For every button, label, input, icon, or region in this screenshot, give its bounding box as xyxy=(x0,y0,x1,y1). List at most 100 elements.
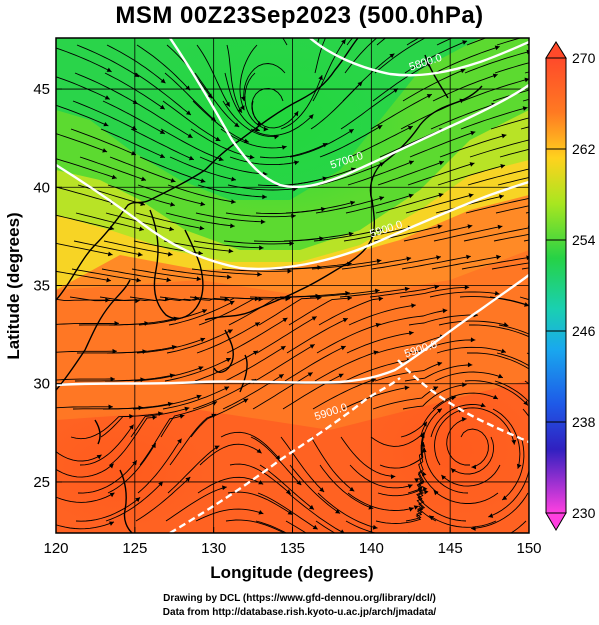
streamline-arrow xyxy=(501,133,507,139)
streamline-arrow xyxy=(539,469,544,474)
streamline-arrow xyxy=(185,477,191,482)
streamline xyxy=(317,162,385,186)
colorbar-min-arrow xyxy=(545,512,567,531)
streamline xyxy=(370,93,433,130)
streamline xyxy=(227,491,293,516)
streamline xyxy=(130,128,195,161)
streamline xyxy=(316,323,381,354)
streamline-arrow xyxy=(340,529,345,533)
streamline xyxy=(488,468,529,518)
colorbar-max-arrow xyxy=(545,41,567,59)
streamline xyxy=(107,345,177,354)
streamline-arrow xyxy=(470,337,476,343)
streamline xyxy=(225,212,296,218)
streamline xyxy=(254,344,315,382)
streamline-arrow xyxy=(516,463,522,469)
streamline-arrow xyxy=(350,200,355,206)
streamline xyxy=(168,300,235,326)
streamline-arrow xyxy=(587,257,592,262)
streamline xyxy=(74,72,138,105)
streamline-arrow xyxy=(496,254,501,260)
streamline-arrow xyxy=(503,322,509,327)
streamline-arrow xyxy=(390,474,396,480)
streamline xyxy=(466,352,529,370)
streamline xyxy=(345,520,414,533)
streamline-arrow xyxy=(312,524,318,530)
streamline xyxy=(130,407,190,438)
streamline xyxy=(136,337,206,354)
streamline xyxy=(372,386,439,410)
streamline xyxy=(417,489,467,522)
streamline xyxy=(226,317,288,354)
streamline-arrow xyxy=(494,45,500,51)
streamline xyxy=(496,352,529,367)
streamline xyxy=(496,38,522,46)
streamline xyxy=(221,268,292,272)
streamline xyxy=(77,460,138,494)
streamline xyxy=(198,298,264,326)
x-axis-ticks: 120 125 130 135 140 145 150 xyxy=(43,527,542,557)
y-tick-label: 30 xyxy=(33,376,50,393)
streamline xyxy=(375,505,424,524)
streamline xyxy=(492,89,529,102)
credits: Drawing by DCL (https://www.gfd-dennou.o… xyxy=(0,592,599,620)
streamline-arrow xyxy=(420,432,425,438)
streamline-arrow xyxy=(468,193,474,198)
streamline xyxy=(194,350,259,382)
streamline xyxy=(109,317,179,326)
colorbar-tick-label: 262 xyxy=(572,141,596,157)
streamline xyxy=(163,240,234,252)
streamline-arrow xyxy=(158,481,163,487)
credit-drawing: Drawing by DCL (https://www.gfd-dennou.o… xyxy=(163,593,436,604)
streamline-arrow xyxy=(222,485,227,491)
streamline xyxy=(225,519,286,533)
streamline-arrow xyxy=(196,276,202,282)
streamline xyxy=(224,345,286,382)
streamline xyxy=(342,386,410,410)
streamline-arrow xyxy=(371,378,377,383)
streamline-arrow xyxy=(424,489,429,495)
streamline xyxy=(132,394,202,410)
streamline-arrow xyxy=(288,533,293,537)
streamline xyxy=(56,451,102,462)
streamline-arrow xyxy=(139,226,144,232)
streamline xyxy=(138,309,208,326)
streamline xyxy=(105,374,175,382)
streamline-arrow xyxy=(287,268,292,274)
streamline xyxy=(106,44,166,84)
streamline-arrow xyxy=(376,258,382,264)
streamline-arrow xyxy=(282,317,288,323)
streamline-arrow xyxy=(254,322,260,327)
streamline-arrow xyxy=(348,231,354,237)
streamline-arrow xyxy=(497,19,502,24)
streamline xyxy=(137,184,206,206)
streamline xyxy=(139,156,206,183)
streamline xyxy=(250,114,314,136)
streamline xyxy=(340,88,399,130)
streamline xyxy=(285,201,356,214)
streamline xyxy=(288,297,353,326)
streamline xyxy=(317,492,378,529)
streamline-arrow xyxy=(467,224,473,229)
streamline xyxy=(193,240,264,249)
streamline xyxy=(132,100,193,139)
streamline-arrow xyxy=(224,386,230,391)
streamline xyxy=(107,184,176,206)
streamline xyxy=(510,520,527,533)
streamline xyxy=(100,412,163,438)
streamline-arrow xyxy=(169,226,174,232)
streamline xyxy=(311,259,382,270)
x-tick-label: 135 xyxy=(280,540,305,557)
streamline xyxy=(289,464,341,514)
streamline-arrow xyxy=(198,250,203,256)
streamline xyxy=(370,421,428,447)
streamline-arrow xyxy=(492,73,498,79)
colorbar-tick-label: 238 xyxy=(572,414,596,430)
streamline xyxy=(56,521,115,530)
streamline xyxy=(137,438,182,494)
streamline-arrow xyxy=(348,129,354,134)
streamline xyxy=(371,256,441,270)
streamline-arrow xyxy=(409,330,414,336)
colorbar-tick-label: 230 xyxy=(572,505,596,521)
streamline xyxy=(164,72,217,122)
